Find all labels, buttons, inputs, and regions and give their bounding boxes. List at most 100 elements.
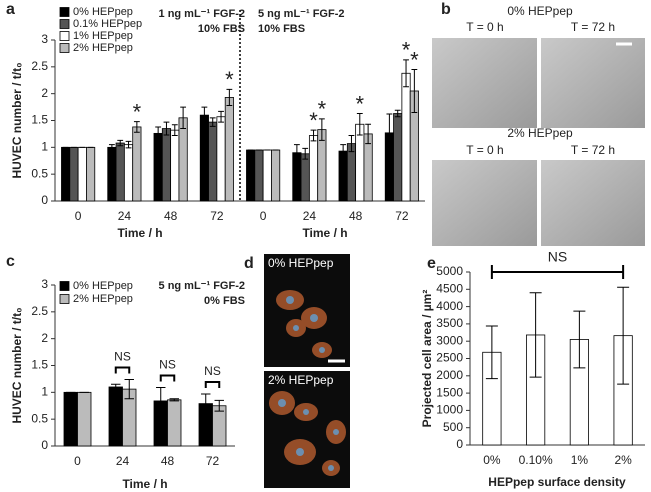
y-tick-label: 3 [41, 32, 48, 46]
x-tick-label: 0 [260, 209, 267, 223]
bar [63, 391, 78, 447]
ns-label: NS [204, 364, 221, 378]
error-bar [163, 121, 170, 136]
significance-mark: * [318, 97, 327, 122]
legend-label: 1% HEPpep [73, 30, 133, 42]
error-bar [209, 117, 216, 127]
significance-mark: * [410, 47, 419, 72]
bar [300, 153, 310, 202]
image-caption: T = 0 h [466, 143, 503, 157]
legend-label: 0.1% HEPpep [73, 18, 142, 30]
error-bar [310, 129, 317, 142]
panel-letter: c [6, 253, 15, 270]
x-axis-title: Time / h [302, 226, 347, 240]
micrograph [432, 38, 537, 128]
ns-label: NS [548, 249, 567, 265]
error-bar [617, 286, 630, 385]
error-bar [356, 113, 363, 136]
bar [77, 146, 87, 202]
y-tick-label: 1 [41, 385, 48, 399]
x-tick-label: 24 [118, 209, 132, 223]
legend-swatch [59, 43, 70, 53]
x-tick-label: 24 [303, 209, 317, 223]
error-bar [155, 126, 162, 141]
error-bar [485, 325, 498, 380]
x-tick-label: 0 [74, 454, 81, 468]
error-bar [169, 398, 179, 402]
panel-d: d 0% HEPpep 2% HEPpep [244, 254, 350, 488]
bar [254, 149, 264, 202]
nuclei [278, 296, 339, 471]
y-tick-label: 0 [456, 437, 463, 451]
x-tick-label: 72 [395, 209, 409, 223]
y-tick-label: 1000 [436, 403, 463, 417]
y-tick-label: 1500 [436, 385, 463, 399]
ns-bracket [490, 265, 625, 279]
micrograph [432, 160, 537, 246]
ns-label: NS [114, 350, 131, 364]
x-tick-label: 2% [614, 453, 632, 467]
error-bar [201, 393, 211, 414]
x-tick-label: 48 [161, 454, 175, 468]
micrograph [541, 160, 645, 246]
x-axis-title: HEPpep surface density [488, 475, 626, 489]
error-bar [108, 144, 115, 151]
y-tick-label: 3 [41, 277, 48, 291]
x-tick-label: 72 [210, 209, 224, 223]
significance-mark: * [402, 38, 411, 63]
error-bar [394, 109, 401, 118]
bar [86, 146, 96, 202]
error-bar [133, 121, 140, 133]
bar [401, 72, 411, 202]
ns-label: NS [159, 358, 176, 372]
y-tick-label: 2.5 [31, 304, 48, 318]
y-tick-label: 0.5 [31, 166, 48, 180]
condition-note: 1 ng mL⁻¹ FGF-2 [159, 8, 245, 20]
panel-letter: b [441, 1, 451, 18]
y-tick-label: 2 [41, 331, 48, 345]
x-axis-title: Time / h [122, 477, 167, 491]
bar [208, 121, 218, 202]
bar [308, 135, 319, 202]
panel-b: b 0% HEPpep T = 0 h T = 72 h 2% HEPpep T… [432, 1, 645, 246]
bar [170, 129, 180, 202]
x-tick-label: 0% [483, 453, 501, 467]
ns-bracket [159, 374, 176, 382]
x-tick-label: 48 [349, 209, 363, 223]
legend-swatch [59, 7, 70, 17]
legend-label: 2% HEPpep [73, 293, 133, 305]
bar [224, 97, 234, 202]
ns-bracket [204, 380, 221, 388]
legend-label: 0% HEPpep [73, 280, 133, 292]
y-tick-label: 1 [41, 140, 48, 154]
bar [199, 114, 209, 202]
bar [246, 149, 256, 202]
error-bar [411, 69, 418, 113]
micrograph [541, 38, 645, 128]
bar [69, 146, 79, 202]
legend-swatch [59, 19, 70, 29]
image-caption: T = 0 h [466, 20, 503, 34]
x-tick-label: 1% [571, 453, 589, 467]
y-axis-title: HUVEC number / t/t₀ [10, 62, 24, 178]
y-tick-label: 5000 [436, 264, 463, 278]
bar [338, 150, 348, 202]
error-bar [214, 399, 224, 412]
bar [61, 146, 71, 202]
bar [153, 132, 163, 202]
x-tick-label: 0.10% [519, 453, 553, 467]
significance-mark: * [309, 108, 318, 133]
significance-mark: * [225, 67, 234, 92]
y-tick-label: 3500 [436, 316, 463, 330]
error-bar [318, 118, 325, 141]
bar [161, 128, 172, 202]
bar [123, 144, 134, 202]
x-tick-label: 48 [164, 209, 178, 223]
y-tick-label: 1.5 [31, 358, 48, 372]
legend-swatch [59, 294, 70, 304]
error-bar [180, 106, 187, 130]
error-bar [386, 113, 393, 153]
error-bar [156, 387, 166, 415]
y-tick-label: 2000 [436, 368, 463, 382]
